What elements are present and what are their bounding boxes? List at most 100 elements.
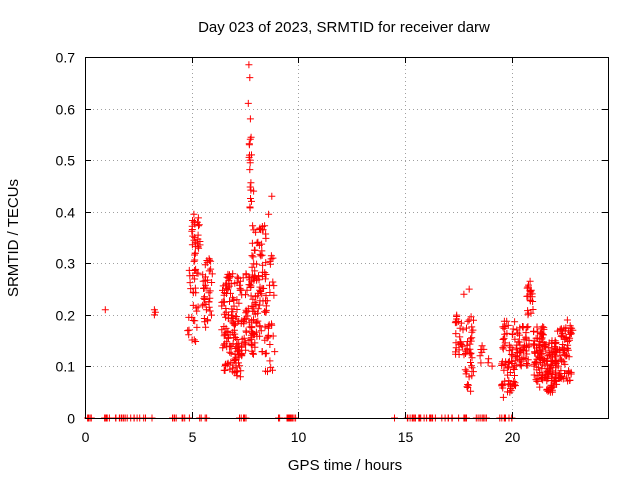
x-tick-label: 20	[505, 429, 521, 445]
data-point	[246, 74, 254, 82]
data-point	[187, 285, 195, 293]
data-point	[464, 384, 472, 391]
data-point	[452, 339, 460, 347]
data-point	[499, 345, 507, 353]
data-point	[191, 249, 199, 257]
data-point	[204, 317, 212, 325]
data-point	[188, 336, 196, 344]
data-point	[234, 274, 242, 282]
data-point	[480, 345, 488, 353]
data-point	[526, 277, 534, 285]
data-point	[243, 286, 251, 294]
data-point	[222, 308, 230, 316]
x-tick-label: 5	[189, 429, 197, 445]
data-point	[248, 317, 256, 325]
data-point	[533, 344, 540, 352]
x-tick-label: 10	[291, 429, 307, 445]
data-point	[208, 311, 215, 319]
data-point	[514, 329, 522, 337]
data-point	[221, 361, 229, 369]
data-point	[559, 333, 567, 341]
data-point	[192, 265, 200, 273]
data-point	[258, 348, 266, 355]
data-point	[565, 368, 573, 376]
data-point	[265, 210, 273, 218]
data-point	[522, 347, 530, 355]
data-point	[232, 334, 240, 341]
data-point	[566, 334, 574, 342]
data-point	[552, 339, 560, 346]
data-point	[256, 286, 264, 294]
data-point	[262, 302, 270, 310]
data-point	[239, 274, 247, 282]
data-point	[505, 347, 513, 355]
data-point	[240, 334, 248, 342]
data-point	[248, 263, 256, 271]
data-point	[226, 298, 233, 305]
data-point	[539, 331, 547, 338]
data-point	[249, 253, 257, 261]
data-point	[511, 372, 518, 379]
data-point	[249, 349, 257, 357]
data-point	[477, 359, 485, 367]
data-point	[527, 309, 535, 317]
data-point	[527, 286, 535, 294]
data-point	[508, 330, 516, 338]
x-tick-label: 0	[82, 429, 90, 445]
data-point	[251, 272, 259, 280]
data-point	[258, 247, 266, 255]
data-point	[231, 355, 239, 363]
y-tick-label: 0.2	[56, 308, 76, 324]
data-point	[526, 297, 534, 305]
data-point	[545, 369, 553, 377]
data-point	[259, 226, 267, 234]
data-point	[250, 187, 258, 195]
data-point	[188, 226, 196, 233]
data-point	[522, 335, 530, 343]
data-point	[248, 197, 255, 205]
data-point	[227, 358, 235, 366]
data-point	[536, 383, 544, 391]
data-point	[465, 373, 473, 381]
data-point	[232, 345, 240, 352]
data-point	[202, 323, 210, 331]
data-point	[509, 325, 517, 333]
x-tick-label: 15	[398, 429, 414, 445]
data-point	[257, 327, 265, 335]
data-point	[190, 210, 198, 218]
y-tick-label: 0.1	[56, 359, 76, 375]
data-point	[186, 279, 194, 287]
data-point	[262, 308, 270, 316]
data-point	[467, 337, 475, 345]
data-point	[467, 359, 474, 366]
data-point	[251, 299, 259, 307]
data-point	[533, 323, 541, 331]
data-point	[190, 218, 198, 226]
data-point	[243, 308, 251, 316]
data-point	[220, 366, 228, 374]
data-point	[523, 361, 531, 369]
data-point	[529, 306, 537, 313]
data-point	[248, 323, 256, 331]
data-point	[195, 222, 202, 230]
data-point	[188, 241, 196, 249]
data-point	[509, 364, 517, 372]
data-point	[247, 195, 254, 202]
data-point	[266, 289, 274, 296]
plot-frame	[85, 57, 609, 419]
data-point	[199, 301, 207, 309]
data-point	[236, 362, 244, 370]
data-point	[205, 298, 213, 306]
data-point	[530, 337, 538, 345]
data-point	[227, 317, 235, 325]
chart-title: Day 023 of 2023, SRMTID for receiver dar…	[198, 19, 490, 36]
data-point	[254, 317, 262, 325]
data-point	[500, 334, 508, 342]
data-point	[192, 338, 200, 345]
data-point	[476, 352, 484, 360]
data-point	[464, 317, 472, 325]
data-point	[233, 367, 241, 375]
data-point	[562, 352, 570, 360]
data-point	[256, 332, 264, 340]
data-point	[540, 325, 548, 333]
